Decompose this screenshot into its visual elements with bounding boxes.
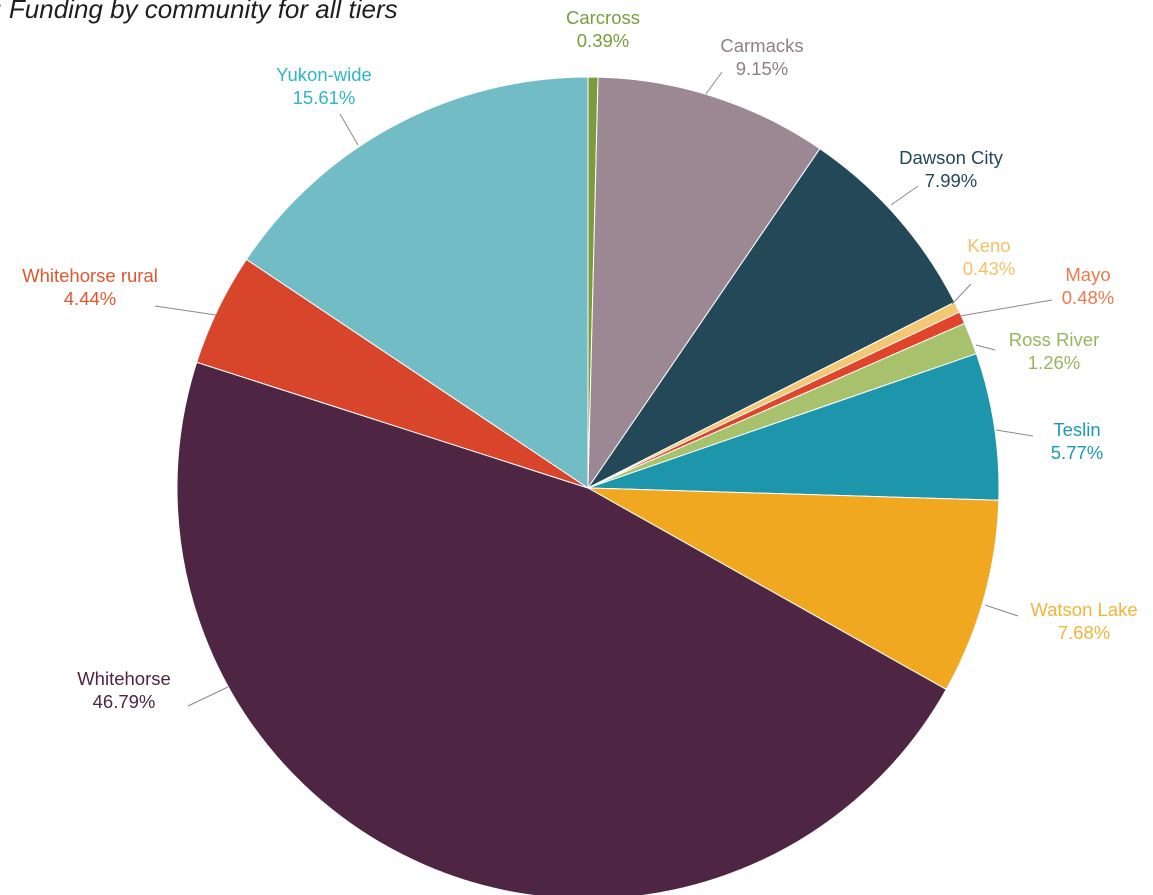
leader-line-whitehorse-rural — [154, 305, 217, 316]
slice-value-carcross: 0.39% — [577, 30, 629, 51]
pie-slice-dawson-city — [587, 147, 956, 489]
chart-title: 7: Funding by community for all tiers — [0, 0, 398, 24]
leader-line-teslin — [995, 429, 1034, 437]
slice-value-keno: 0.43% — [963, 258, 1015, 279]
slice-value-whitehorse-rural: 4.44% — [64, 288, 116, 309]
pie-slice-watson-lake — [587, 487, 1000, 691]
slice-label-carcross: Carcross — [566, 7, 640, 28]
leader-line-mayo — [959, 299, 1053, 317]
slice-label-mayo: Mayo — [1065, 264, 1110, 285]
leader-line-watson-lake — [984, 604, 1019, 617]
slice-label-dawson-city: Dawson City — [899, 147, 1004, 168]
slice-value-mayo: 0.48% — [1062, 287, 1114, 308]
leader-line-whitehorse — [187, 686, 229, 707]
slice-value-whitehorse: 46.79% — [93, 691, 156, 712]
slice-value-ross-river: 1.26% — [1028, 352, 1080, 373]
slice-value-teslin: 5.77% — [1051, 442, 1103, 463]
slice-label-teslin: Teslin — [1053, 419, 1100, 440]
slice-label-whitehorse: Whitehorse — [77, 668, 171, 689]
leader-line-keno — [951, 283, 972, 305]
leader-line-yukon-wide — [339, 113, 359, 146]
slice-label-yukon-wide: Yukon-wide — [276, 64, 372, 85]
slice-value-yukon-wide: 15.61% — [293, 87, 356, 108]
leader-line-ross-river — [975, 344, 996, 351]
pie-slices — [176, 76, 1000, 895]
slice-label-keno: Keno — [967, 235, 1010, 256]
slice-label-watson-lake: Watson Lake — [1030, 599, 1137, 620]
pie-slice-yukon-wide — [245, 76, 589, 489]
pie-slice-whitehorse — [176, 361, 947, 895]
slice-value-watson-lake: 7.68% — [1058, 622, 1110, 643]
slice-label-ross-river: Ross River — [1009, 329, 1099, 350]
slice-value-dawson-city: 7.99% — [925, 170, 977, 191]
leader-line-carmacks — [705, 71, 723, 95]
pie-slice-carmacks — [587, 76, 821, 490]
slice-label-carmacks: Carmacks — [720, 35, 803, 56]
leader-line-dawson-city — [890, 185, 919, 206]
slice-value-carmacks: 9.15% — [736, 58, 788, 79]
pie-slice-teslin — [587, 353, 1000, 501]
slice-label-whitehorse-rural: Whitehorse rural — [22, 265, 158, 286]
